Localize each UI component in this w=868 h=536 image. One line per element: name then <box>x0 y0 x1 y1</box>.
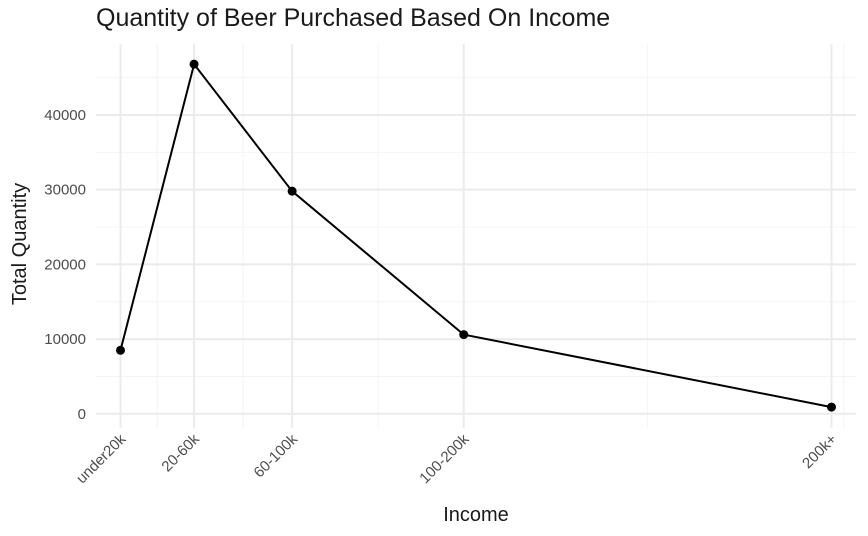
y-tick-label: 0 <box>78 406 86 423</box>
data-point-60-100k <box>287 186 297 196</box>
y-axis-title: Total Quantity <box>9 183 31 305</box>
x-axis-title: Income <box>443 504 509 526</box>
series-line <box>116 59 836 412</box>
y-tick-label: 30000 <box>44 182 86 199</box>
y-axis-ticks: 0 10000 20000 30000 40000 <box>44 107 86 423</box>
x-tick-label: under20k <box>73 430 130 487</box>
y-tick-label: 20000 <box>44 256 86 273</box>
data-point-20-60k <box>189 59 199 69</box>
data-point-100-200k <box>459 330 469 340</box>
x-tick-label: 60-100k <box>251 430 302 481</box>
data-point-under20k <box>116 345 126 355</box>
grid-lines <box>96 44 856 428</box>
x-tick-label: 20-60k <box>158 430 203 475</box>
x-tick-label: 200k+ <box>799 431 840 472</box>
chart-title: Quantity of Beer Purchased Based On Inco… <box>96 4 611 32</box>
y-tick-label: 40000 <box>44 107 86 124</box>
y-tick-label: 10000 <box>44 331 86 348</box>
x-tick-label: 100-200k <box>416 430 473 487</box>
x-axis-ticks: under20k 20-60k 60-100k 100-200k 200k+ <box>73 430 840 487</box>
data-point-200k+ <box>826 402 836 412</box>
